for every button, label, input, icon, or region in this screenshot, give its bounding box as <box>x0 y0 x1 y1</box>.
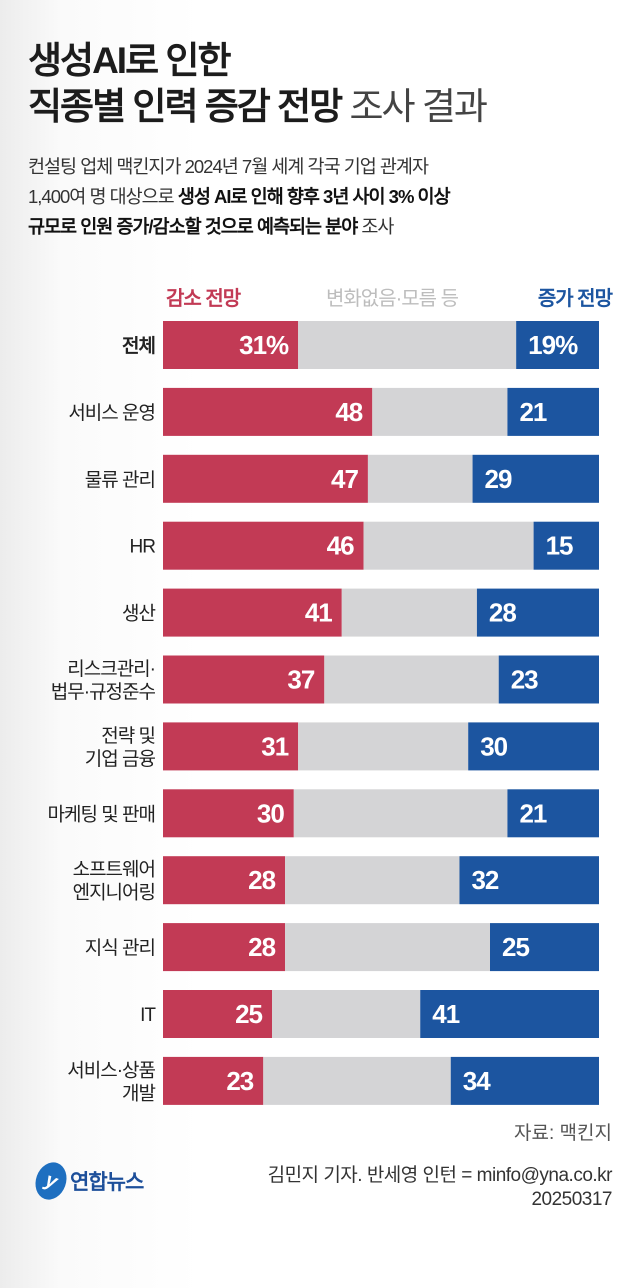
value-label: 47 <box>331 464 358 494</box>
bar-increase <box>450 1056 599 1105</box>
value-label: 28 <box>489 598 516 628</box>
category-label: 지식 관리 <box>85 937 155 959</box>
category-label: IT <box>140 1005 156 1026</box>
category-label: 마케팅 및 판매 <box>48 803 155 825</box>
author-credit: 김민지 기자. 반세영 인턴 = minfo@yna.co.kr <box>267 1165 613 1186</box>
bar-decrease <box>163 387 373 436</box>
value-label: 46 <box>327 531 354 561</box>
bar-increase <box>516 321 599 369</box>
bar-neutral <box>324 655 499 704</box>
bar-decrease <box>163 990 272 1038</box>
category-label: 소프트웨어 엔지니어링 <box>73 859 155 904</box>
bar-increase <box>420 990 599 1038</box>
title-line-2: 직종별 인력 증감 전망 <box>28 86 343 127</box>
bar-neutral <box>363 521 534 570</box>
bar-neutral <box>285 856 460 905</box>
value-label: 21 <box>519 397 546 427</box>
category-label: 전체 <box>122 335 155 357</box>
value-label: 28 <box>248 865 275 895</box>
bar-decrease <box>163 588 342 637</box>
value-label: 25 <box>502 932 529 962</box>
value-label: 31% <box>239 330 289 360</box>
bar-decrease <box>163 655 325 704</box>
yonhap-logo: y 연합뉴스 <box>30 1158 144 1204</box>
value-label: 19% <box>528 330 578 360</box>
bar-neutral <box>341 588 477 637</box>
category-label: 생산 <box>122 603 155 625</box>
value-label: 41 <box>432 999 459 1029</box>
category-label: 리스크관리· 법무·규정준수 <box>51 658 156 703</box>
legend-decrease: 감소 전망 <box>166 288 241 310</box>
bar-decrease <box>163 789 294 838</box>
category-label: 서비스·상품 개발 <box>67 1059 155 1104</box>
value-label: 25 <box>235 999 262 1029</box>
bar-increase <box>459 856 599 905</box>
bar-decrease <box>163 321 299 369</box>
bar-neutral <box>293 789 508 838</box>
desc-line-2b: 생성 AI로 인해 향후 3년 사이 3% 이상 <box>177 186 451 207</box>
value-label: 15 <box>546 531 573 561</box>
value-label: 41 <box>305 598 332 628</box>
category-label: 전략 및 기업 금융 <box>85 725 156 770</box>
bar-decrease <box>163 856 286 905</box>
value-label: 32 <box>471 865 498 895</box>
value-label: 23 <box>511 665 538 695</box>
value-label: 37 <box>287 665 314 695</box>
bar-increase <box>490 923 599 972</box>
desc-line-2a: 1,400여 명 대상으로 <box>28 186 178 207</box>
bar-decrease <box>163 923 286 972</box>
bar-neutral <box>367 454 473 503</box>
bar-increase <box>533 521 599 570</box>
bar-neutral <box>298 321 517 369</box>
category-label: 서비스 운영 <box>68 402 155 424</box>
bar-increase <box>498 655 599 704</box>
bar-increase <box>468 722 599 771</box>
desc-line-3a: 규모로 인원 증가/감소할 것으로 예측되는 분야 <box>28 216 358 237</box>
bar-increase <box>472 454 599 503</box>
bar-neutral <box>272 990 421 1038</box>
bar-increase <box>507 789 599 838</box>
source-note: 자료: 맥킨지 <box>514 1123 612 1144</box>
bar-neutral <box>285 923 490 972</box>
bar-decrease <box>163 722 299 771</box>
category-label: HR <box>130 537 156 558</box>
bar-increase <box>476 588 599 637</box>
desc-line-1: 컨설팅 업체 맥킨지가 2024년 7월 세계 각국 기업 관계자 <box>28 156 429 177</box>
title-suffix: 조사 결과 <box>349 86 487 127</box>
value-label: 30 <box>480 731 507 761</box>
value-label: 28 <box>248 932 275 962</box>
value-label: 30 <box>257 798 284 828</box>
bar-decrease <box>163 454 368 503</box>
desc-line-3b: 조사 <box>357 216 394 237</box>
title-line-1: 생성AI로 인한 <box>28 40 231 81</box>
legend-increase: 증가 전망 <box>537 288 613 310</box>
logo-text: 연합뉴스 <box>70 1171 144 1194</box>
category-label: 물류 관리 <box>85 469 155 491</box>
value-label: 21 <box>519 798 546 828</box>
legend-neutral: 변화없음·모름 등 <box>326 288 459 310</box>
bar-neutral <box>372 387 508 436</box>
value-label: 23 <box>226 1066 253 1096</box>
value-label: 31 <box>261 731 288 761</box>
chart-title: 생성AI로 인한 직종별 인력 증감 전망 조사 결과 <box>28 38 488 130</box>
bar-increase <box>507 387 599 436</box>
bar-decrease <box>163 521 364 570</box>
bar-neutral <box>298 722 469 771</box>
value-label: 34 <box>463 1066 491 1096</box>
chart-description: 컨설팅 업체 맥킨지가 2024년 7월 세계 각국 기업 관계자 1,400여… <box>28 152 451 242</box>
bar-decrease <box>163 1056 264 1105</box>
value-label: 29 <box>485 464 512 494</box>
yonhap-logo-icon: y <box>30 1158 72 1204</box>
value-label: 48 <box>335 397 362 427</box>
publish-date: 20250317 <box>531 1189 612 1210</box>
bar-neutral <box>263 1056 451 1105</box>
